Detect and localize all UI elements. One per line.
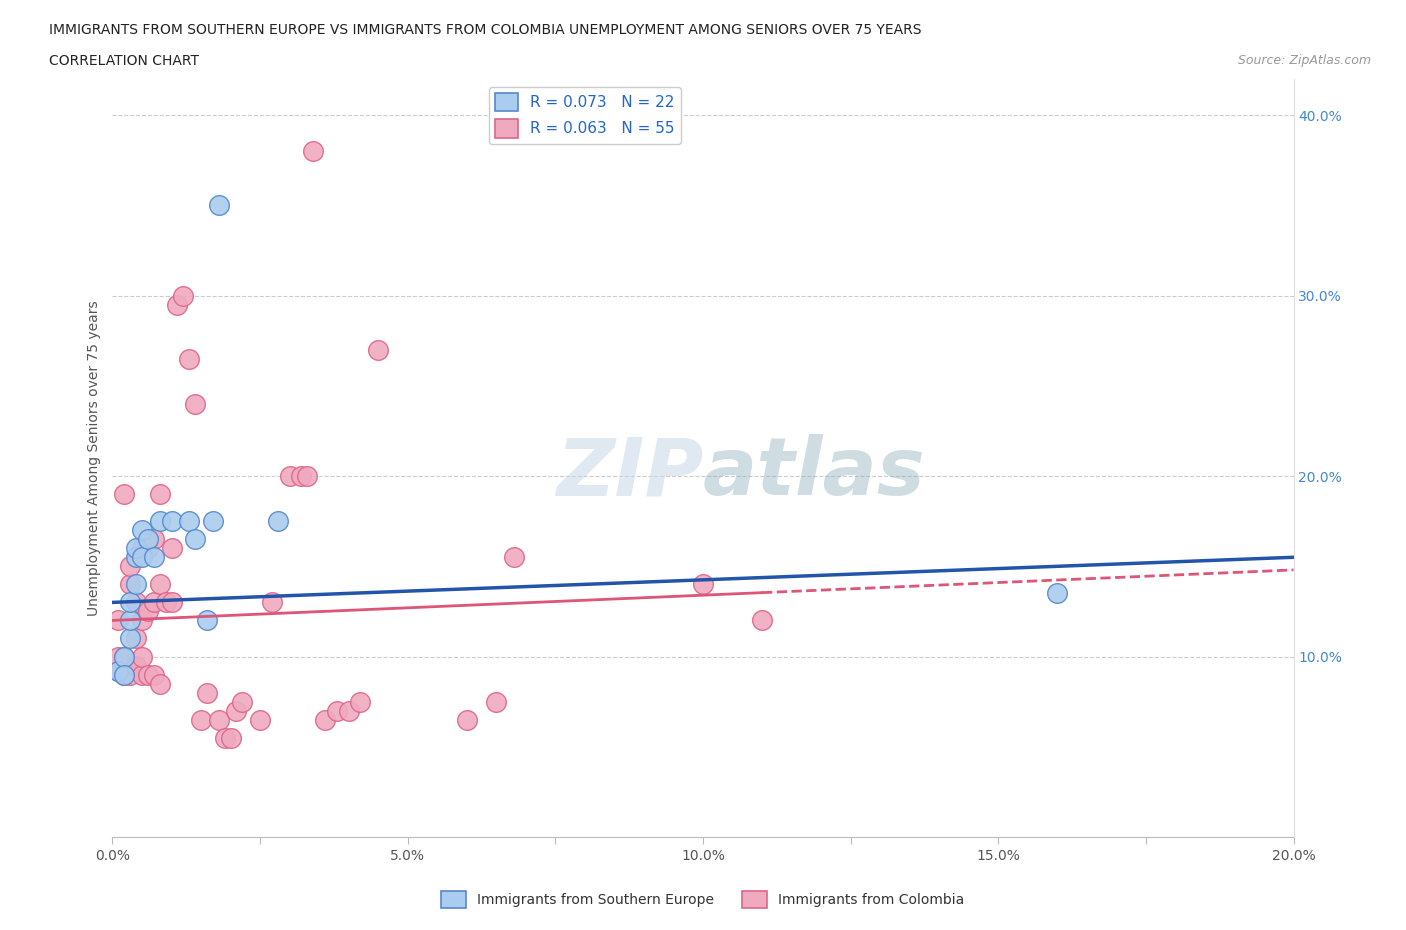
Point (314, 712, 336, 727)
Point (290, 469, 312, 484)
Point (297, 469, 319, 484)
Point (142, 667, 165, 682)
Point (112, 649, 135, 664)
Point (166, 298, 188, 312)
Point (120, 595, 142, 610)
Point (179, 352, 201, 366)
Point (172, 288, 194, 303)
Point (112, 486, 135, 501)
Point (219, 730, 242, 745)
Legend: R = 0.073   N = 22, R = 0.063   N = 55: R = 0.073 N = 22, R = 0.063 N = 55 (489, 86, 681, 144)
Point (456, 712, 478, 727)
Point (337, 703, 360, 718)
Point (112, 649, 135, 664)
Text: ZIP: ZIP (555, 434, 703, 512)
Point (201, 513, 224, 528)
Point (195, 613, 218, 628)
Point (485, 694, 508, 709)
Point (136, 541, 159, 556)
Point (131, 523, 153, 538)
Point (160, 513, 183, 528)
Point (160, 541, 183, 556)
Text: IMMIGRANTS FROM SOUTHERN EUROPE VS IMMIGRANTS FROM COLOMBIA UNEMPLOYMENT AMONG S: IMMIGRANTS FROM SOUTHERN EUROPE VS IMMIG… (49, 23, 922, 37)
Point (131, 613, 153, 628)
Point (184, 396, 207, 411)
Point (1046, 586, 1069, 601)
Text: atlas: atlas (703, 434, 925, 512)
Point (267, 513, 290, 528)
Point (190, 712, 212, 727)
Point (131, 649, 153, 664)
Point (155, 595, 177, 610)
Point (278, 469, 301, 484)
Point (136, 532, 159, 547)
Point (125, 550, 148, 565)
Point (136, 667, 159, 682)
Point (125, 595, 148, 610)
Point (107, 663, 129, 678)
Point (302, 144, 325, 159)
Point (184, 532, 207, 547)
Point (142, 550, 165, 565)
Point (120, 613, 142, 628)
Point (120, 577, 142, 591)
Point (107, 613, 129, 628)
Point (136, 604, 159, 618)
Point (131, 550, 153, 565)
Point (160, 595, 183, 610)
Point (107, 663, 129, 678)
Point (112, 667, 135, 682)
Point (149, 486, 172, 501)
Point (208, 712, 231, 727)
Point (120, 631, 142, 646)
Text: CORRELATION CHART: CORRELATION CHART (49, 54, 200, 68)
Point (231, 694, 253, 709)
Point (149, 676, 172, 691)
Point (112, 667, 135, 682)
Point (208, 198, 231, 213)
Point (195, 685, 218, 700)
Legend: Immigrants from Southern Europe, Immigrants from Colombia: Immigrants from Southern Europe, Immigra… (436, 885, 970, 914)
Point (367, 342, 389, 357)
Point (131, 541, 153, 556)
Point (125, 658, 148, 673)
Point (120, 559, 142, 574)
Point (225, 703, 247, 718)
Point (125, 577, 148, 591)
Point (179, 513, 201, 528)
Point (260, 595, 283, 610)
Text: Source: ZipAtlas.com: Source: ZipAtlas.com (1237, 54, 1371, 67)
Point (751, 613, 773, 628)
Point (249, 712, 271, 727)
Point (125, 631, 148, 646)
Point (120, 667, 142, 682)
Point (692, 577, 714, 591)
Point (149, 577, 172, 591)
Point (349, 694, 371, 709)
Point (503, 550, 526, 565)
Y-axis label: Unemployment Among Seniors over 75 years: Unemployment Among Seniors over 75 years (87, 300, 101, 616)
Point (214, 730, 236, 745)
Point (149, 513, 172, 528)
Point (107, 649, 129, 664)
Point (326, 703, 349, 718)
Point (125, 541, 148, 556)
Point (131, 667, 153, 682)
Point (142, 532, 165, 547)
Point (142, 595, 165, 610)
